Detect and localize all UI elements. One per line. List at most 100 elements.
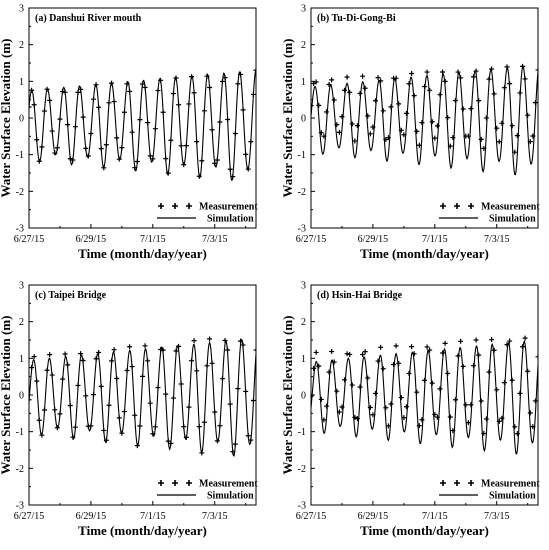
measurement-point: [334, 388, 340, 394]
measurement-point: [527, 410, 533, 416]
measurement-point: [62, 351, 68, 357]
x-tick-label: 7/1/15: [140, 234, 166, 245]
legend-measurement-marker: [186, 480, 192, 486]
panel-b: -3 -2 -1 0 1 2 3 6/27/15 6/29/15 7/1/15 7/3/15 (b) …: [280, 4, 540, 262]
legend-label-measurement: Measurement: [481, 202, 540, 213]
measurement-point: [372, 390, 378, 396]
measurement-point: [514, 133, 520, 139]
plot-area: [29, 67, 256, 181]
panel-title: (d) Hsin-Hai Bridge: [317, 290, 403, 301]
y-tick-label: 2: [301, 317, 306, 328]
y-tick-label: -2: [16, 464, 24, 475]
y-tick-label: -3: [16, 501, 24, 512]
measurement-point: [535, 354, 538, 360]
measurement-point: [127, 344, 133, 350]
measurement-point: [442, 340, 448, 346]
measurement-point: [29, 104, 32, 110]
measurement-point: [473, 337, 479, 343]
y-tick-label: 0: [301, 391, 306, 402]
measurement-point: [447, 414, 453, 420]
legend-measurement-marker: [186, 203, 192, 209]
legend-label-measurement: Measurement: [199, 202, 258, 213]
measurement-point: [432, 135, 438, 141]
plot-area: [29, 336, 256, 457]
measurement-point: [329, 77, 335, 83]
y-axis-title: Water Surface Elevation (m): [0, 316, 13, 475]
panel-title: (a) Danshui River mouth: [35, 13, 142, 24]
measurement-point: [393, 343, 399, 349]
measurement-point: [460, 106, 466, 112]
measurement-point: [429, 380, 435, 386]
measurement-point: [357, 384, 363, 390]
x-tick-label: 6/29/15: [358, 234, 389, 245]
measurement-point: [365, 113, 371, 119]
measurement-point: [393, 75, 399, 81]
plot-frame: [310, 7, 539, 229]
simulation-line: [29, 70, 256, 181]
x-tick-label: 6/29/15: [76, 234, 107, 245]
x-axis-title: Time (month/day/year): [78, 523, 207, 538]
measurement-point: [424, 69, 430, 75]
y-tick-label: -2: [298, 464, 306, 475]
x-tick-label: 7/3/15: [484, 511, 510, 522]
x-axis-title: Time (month/day/year): [360, 523, 489, 538]
measurement-point: [419, 120, 425, 126]
measurement-point: [311, 393, 314, 399]
legend-label-simulation: Simulation: [489, 491, 536, 502]
plot-area: [311, 335, 538, 455]
legend-measurement-marker: [454, 203, 460, 209]
simulation-line: [311, 65, 538, 176]
measurement-point: [496, 139, 502, 145]
legend-measurement-marker: [158, 480, 164, 486]
plot-frame: [310, 284, 539, 506]
measurement-point: [406, 370, 412, 376]
measurement-point: [31, 354, 37, 360]
x-tick-label: 6/27/15: [296, 234, 327, 245]
x-tick-label: 6/29/15: [76, 511, 107, 522]
measurement-point: [483, 416, 489, 422]
panel-c: -3 -2 -1 0 1 2 3 6/27/15 6/29/15 7/1/15 7/3/15 (c) …: [0, 281, 258, 539]
y-tick-label: 3: [19, 281, 24, 292]
y-tick-label: 1: [301, 77, 306, 88]
legend-label-simulation: Simulation: [489, 214, 536, 225]
legend-measurement-marker: [158, 203, 164, 209]
measurement-point: [253, 67, 256, 73]
y-tick-label: -3: [298, 224, 306, 235]
measurement-point: [378, 344, 384, 350]
measurement-point: [311, 103, 314, 109]
measurement-point: [478, 136, 484, 142]
measurement-point: [311, 365, 317, 371]
measurement-point: [468, 402, 474, 408]
measurement-point: [142, 343, 148, 349]
measurement-point: [509, 123, 515, 129]
legend-label-measurement: Measurement: [199, 479, 258, 490]
y-tick-label: -1: [16, 150, 24, 161]
legend-measurement-marker: [172, 480, 178, 486]
legend-measurement-marker: [172, 203, 178, 209]
measurement-point: [316, 102, 322, 108]
measurement-point: [419, 417, 425, 423]
measurement-point: [440, 350, 446, 356]
legend-measurement-marker: [468, 480, 474, 486]
measurement-point: [47, 352, 53, 358]
panel-title: (c) Taipei Bridge: [35, 290, 107, 301]
measurement-point: [357, 90, 363, 96]
measurement-point: [349, 382, 355, 388]
measurement-point: [111, 347, 117, 353]
plot-area: [311, 63, 538, 176]
measurement-point: [383, 405, 389, 411]
y-tick-label: 2: [19, 317, 24, 328]
measurement-point: [311, 81, 317, 87]
legend-measurement-marker: [454, 480, 460, 486]
y-tick-label: -3: [298, 501, 306, 512]
plot-frame: [28, 7, 257, 229]
measurement-point: [360, 73, 366, 79]
x-tick-label: 7/1/15: [422, 234, 448, 245]
measurement-point: [507, 338, 513, 344]
y-tick-label: -3: [16, 224, 24, 235]
x-tick-label: 7/1/15: [422, 511, 448, 522]
y-axis-title: Water Surface Elevation (m): [0, 39, 13, 198]
